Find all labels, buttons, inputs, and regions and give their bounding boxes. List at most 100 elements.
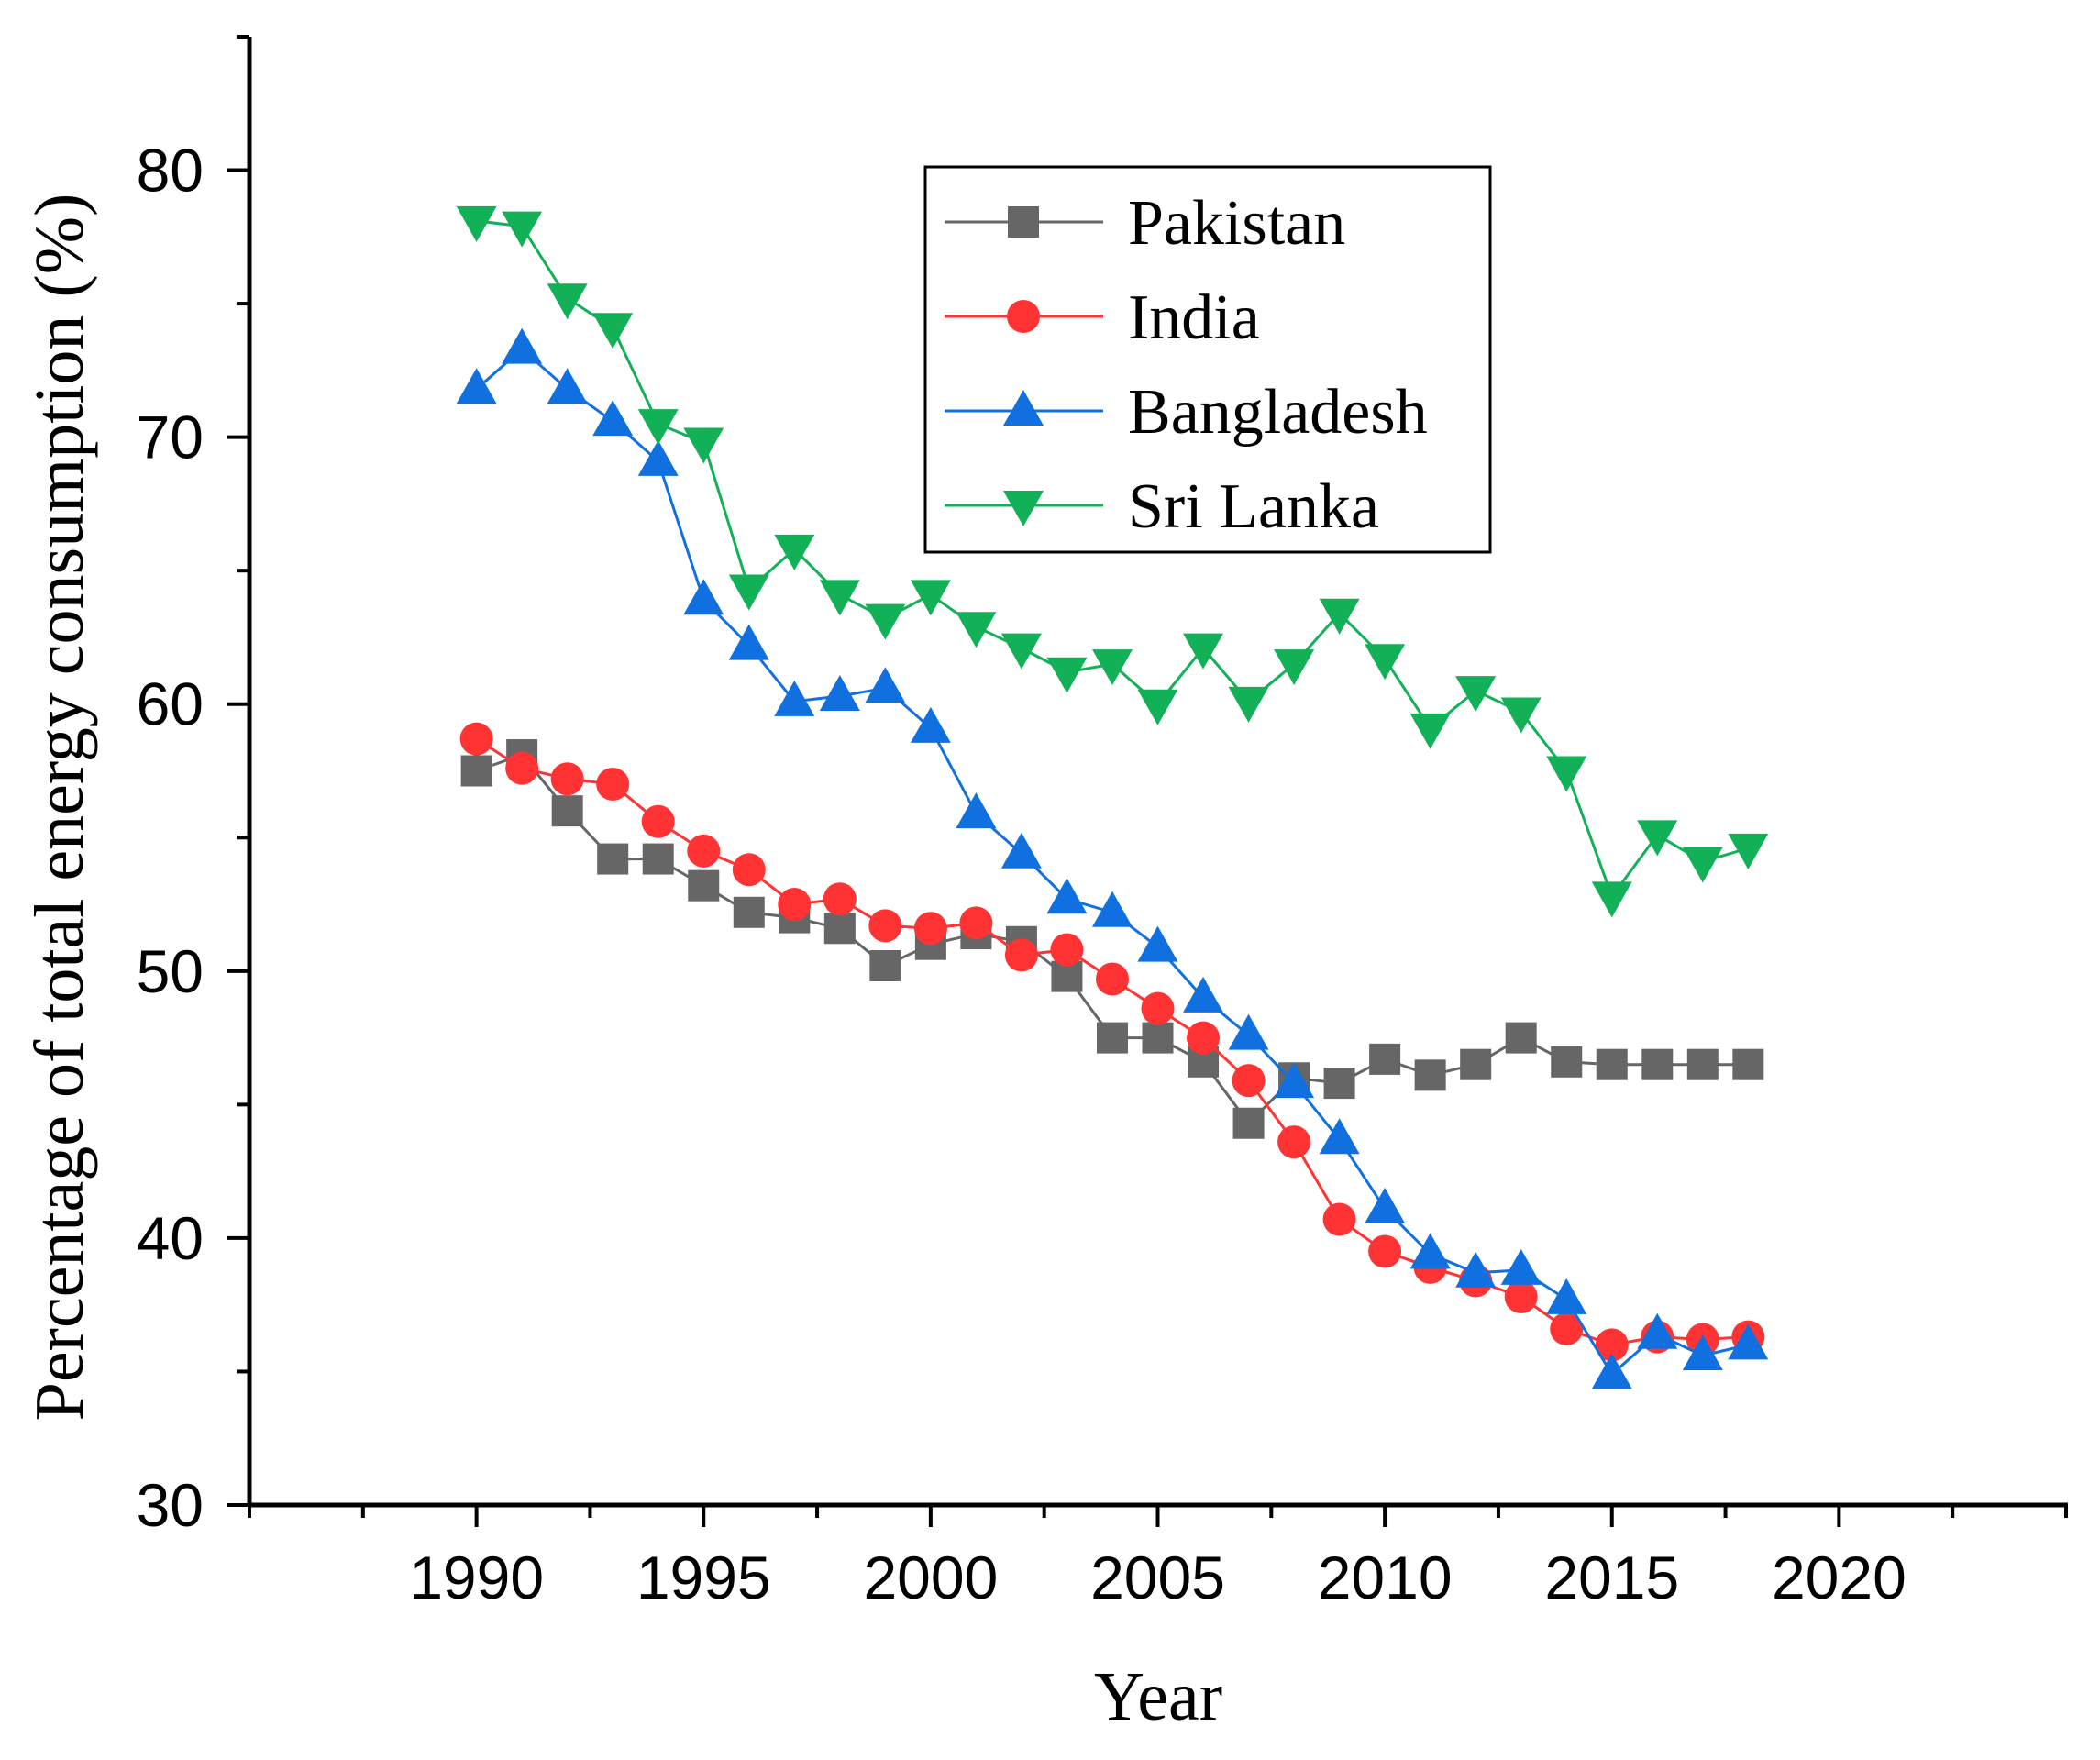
data-point-sri-lanka-2002 — [1000, 633, 1042, 670]
data-point-bangladesh-2003 — [1046, 878, 1088, 914]
data-point-sri-lanka-2017 — [1682, 847, 1723, 883]
data-point-india-2001 — [959, 906, 993, 940]
data-point-sri-lanka-2003 — [1046, 657, 1088, 693]
data-point-pakistan-2014 — [1551, 1046, 1583, 1078]
data-point-india-2004 — [1095, 962, 1129, 996]
series-layer — [456, 205, 1769, 1389]
data-point-india-2009 — [1322, 1202, 1356, 1236]
data-point-india-1999 — [868, 909, 902, 943]
data-point-pakistan-2017 — [1686, 1048, 1719, 1080]
data-point-bangladesh-1999 — [865, 667, 906, 703]
data-point-bangladesh-2007 — [1228, 1013, 1269, 1050]
data-point-bangladesh-2018 — [1728, 1323, 1769, 1360]
data-point-bangladesh-2013 — [1500, 1248, 1542, 1285]
data-point-india-2002 — [1004, 938, 1038, 972]
data-point-bangladesh-1993 — [592, 400, 634, 437]
legend-entry-pakistan: Pakistan — [945, 188, 1345, 259]
legend-marker — [1003, 491, 1044, 526]
y-tick-label: 60 — [137, 670, 204, 738]
data-point-sri-lanka-2012 — [1455, 676, 1497, 713]
data-point-india-2015 — [1595, 1328, 1629, 1362]
data-point-bangladesh-2011 — [1409, 1233, 1451, 1269]
data-point-sri-lanka-1997 — [774, 534, 815, 570]
data-point-india-2003 — [1050, 933, 1084, 967]
data-point-bangladesh-2015 — [1591, 1353, 1632, 1389]
x-tick-label: 2015 — [1544, 1544, 1679, 1611]
data-point-sri-lanka-2015 — [1591, 881, 1632, 918]
data-point-india-1990 — [459, 722, 493, 756]
data-point-sri-lanka-2009 — [1319, 598, 1360, 635]
data-point-sri-lanka-1999 — [865, 603, 906, 640]
data-point-bangladesh-1996 — [728, 624, 769, 660]
data-point-sri-lanka-2004 — [1091, 649, 1133, 686]
data-point-pakistan-2004 — [1096, 1022, 1128, 1054]
data-point-pakistan-2005 — [1142, 1022, 1174, 1054]
data-point-india-1994 — [641, 804, 675, 838]
data-point-pakistan-1994 — [642, 843, 674, 875]
data-point-sri-lanka-1996 — [728, 574, 769, 611]
data-point-pakistan-2013 — [1505, 1022, 1537, 1054]
legend: Pakistan India Bangladesh Sri Lanka — [923, 165, 1492, 554]
data-point-india-2010 — [1368, 1234, 1402, 1268]
y-tick-label: 30 — [137, 1471, 204, 1539]
data-point-bangladesh-2017 — [1682, 1334, 1723, 1370]
data-point-pakistan-2015 — [1596, 1048, 1628, 1080]
data-point-sri-lanka-2006 — [1183, 633, 1224, 670]
data-point-pakistan-1992 — [551, 795, 583, 827]
data-point-sri-lanka-1992 — [547, 283, 588, 320]
legend-marker — [1007, 300, 1040, 333]
data-point-bangladesh-1994 — [637, 439, 679, 476]
legend-entry-india: India — [945, 282, 1260, 353]
data-point-india-2005 — [1141, 991, 1175, 1025]
legend-label: Bangladesh — [1128, 377, 1428, 448]
data-point-bangladesh-2012 — [1455, 1251, 1497, 1288]
data-point-pakistan-2018 — [1732, 1048, 1764, 1080]
y-tick-label: 80 — [137, 137, 204, 205]
y-tick-label: 40 — [137, 1204, 204, 1272]
data-point-sri-lanka-2008 — [1274, 649, 1315, 686]
data-point-pakistan-1998 — [823, 913, 856, 945]
legend-label: Pakistan — [1128, 188, 1345, 259]
data-point-bangladesh-2010 — [1365, 1187, 1406, 1223]
series-sri-lanka — [456, 205, 1769, 918]
data-point-sri-lanka-1994 — [637, 409, 679, 446]
data-point-india-2000 — [913, 912, 947, 946]
series-bangladesh — [456, 327, 1769, 1389]
legend-entry-bangladesh: Bangladesh — [945, 377, 1428, 448]
data-point-india-1996 — [732, 853, 766, 887]
data-point-sri-lanka-1995 — [683, 427, 724, 464]
data-point-india-1992 — [550, 762, 584, 796]
data-point-sri-lanka-2011 — [1409, 713, 1451, 749]
data-point-bangladesh-1992 — [547, 368, 588, 404]
data-point-pakistan-2016 — [1641, 1048, 1674, 1080]
data-point-sri-lanka-1991 — [502, 211, 543, 248]
legend-marker — [1003, 390, 1044, 426]
x-axis-title: Year — [1094, 1658, 1222, 1735]
data-point-pakistan-2010 — [1369, 1043, 1401, 1075]
legend-label: Sri Lanka — [1128, 471, 1379, 542]
data-point-pakistan-2012 — [1460, 1048, 1492, 1080]
x-tick-label: 2010 — [1318, 1544, 1453, 1611]
data-point-india-2014 — [1550, 1312, 1584, 1345]
data-point-india-1995 — [687, 834, 721, 868]
data-point-sri-lanka-1993 — [592, 313, 634, 349]
x-tick-label: 1995 — [636, 1544, 771, 1611]
data-point-pakistan-1993 — [597, 843, 629, 875]
data-point-bangladesh-2009 — [1319, 1118, 1360, 1155]
ticks: 1990 1995 2000 2005 2010 2015 2020 30 40 50 60 70 80 — [137, 35, 2068, 1611]
x-tick-label: 1990 — [409, 1544, 544, 1611]
data-point-bangladesh-2006 — [1183, 976, 1224, 1013]
data-point-bangladesh-2016 — [1637, 1312, 1678, 1349]
data-point-bangladesh-2008 — [1274, 1062, 1315, 1099]
data-point-sri-lanka-1990 — [456, 205, 497, 242]
data-point-bangladesh-1991 — [502, 327, 543, 364]
data-point-india-1998 — [823, 882, 857, 916]
data-point-sri-lanka-2007 — [1228, 686, 1269, 723]
legend-label: India — [1128, 282, 1260, 353]
data-point-sri-lanka-2013 — [1500, 697, 1542, 734]
y-tick-label: 50 — [137, 937, 204, 1005]
data-point-pakistan-1995 — [688, 869, 720, 902]
data-point-sri-lanka-2001 — [956, 612, 997, 648]
data-point-bangladesh-2001 — [956, 792, 997, 829]
